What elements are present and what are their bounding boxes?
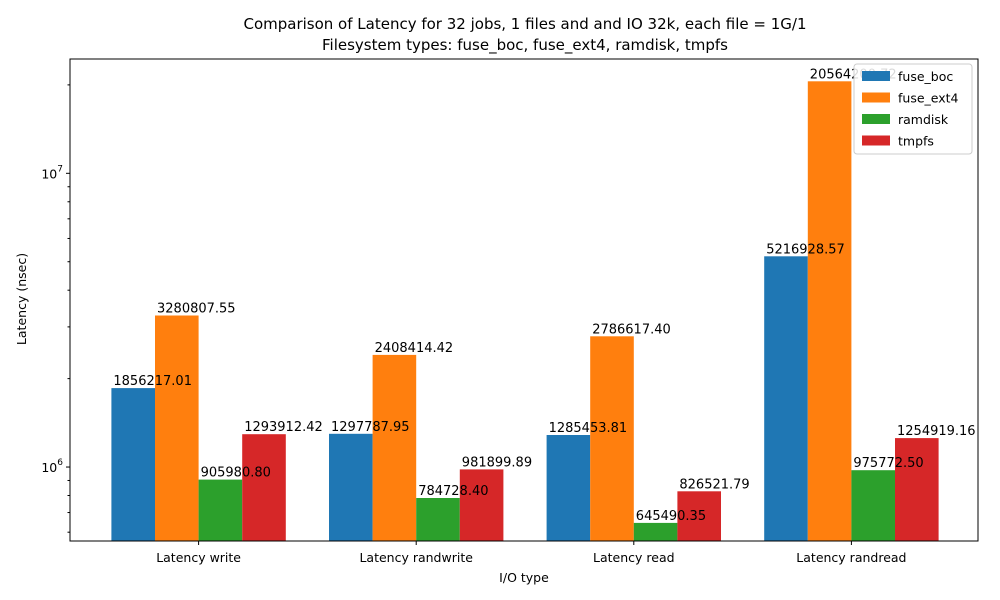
- bar-tmpfs-0: [242, 434, 286, 541]
- y-tick-base: 10: [41, 166, 57, 181]
- bars-layer: [111, 81, 939, 542]
- bar-tmpfs-3: [895, 438, 939, 541]
- bar-value-label: 5216928.57: [766, 242, 845, 257]
- bar-value-label: 784728.40: [418, 484, 488, 499]
- chart-title-line-1: Comparison of Latency for 32 jobs, 1 fil…: [243, 15, 806, 33]
- legend-label: tmpfs: [898, 134, 934, 149]
- bar-fuse-ext4-2: [590, 336, 634, 541]
- bar-value-label: 981899.89: [462, 455, 532, 470]
- legend-swatch-tmpfs: [862, 135, 890, 146]
- bar-value-label: 3280807.55: [157, 302, 236, 317]
- ticks-layer: Latency write Latency randwrite Latency re…: [41, 84, 906, 565]
- chart-title-line-2: Filesystem types: fuse_boc, fuse_ext4, r…: [322, 36, 728, 55]
- x-tick-label: Latency read: [593, 550, 675, 565]
- x-tick-label: Latency randwrite: [359, 550, 473, 565]
- legend-label: fuse_ext4: [898, 91, 959, 106]
- bar-tmpfs-1: [459, 469, 504, 541]
- legend-swatch-fuse-ext4: [862, 92, 890, 103]
- bar-labels-layer: 1856217.01 3280807.55 905980.80 1293912.42 1…: [113, 67, 975, 524]
- bar-fuse-ext4-1: [372, 354, 417, 541]
- bar-value-label: 826521.79: [679, 477, 749, 492]
- bar-fuse-boc-1: [329, 433, 373, 541]
- bar-fuse-boc-3: [764, 256, 808, 541]
- x-axis-label: I/O type: [499, 570, 549, 585]
- bar-value-label: 905980.80: [201, 466, 271, 481]
- legend-swatch-ramdisk: [862, 114, 890, 124]
- bar-value-label: 1297787.95: [331, 420, 410, 435]
- bar-fuse-ext4-3: [807, 81, 852, 542]
- bar-value-label: 1856217.01: [113, 374, 192, 389]
- bar-ramdisk-2: [633, 522, 678, 541]
- y-tick-base: 10: [41, 460, 57, 475]
- x-tick-label: Latency randread: [796, 550, 906, 565]
- bar-fuse-ext4-0: [155, 315, 199, 541]
- y-tick-label: 107: [41, 164, 63, 181]
- bar-value-label: 2408414.42: [375, 341, 454, 356]
- bar-fuse-boc-2: [546, 435, 591, 541]
- y-tick-exponent: 6: [57, 458, 63, 468]
- bar-value-label: 645490.35: [636, 509, 706, 524]
- x-tick-label: Latency write: [156, 550, 241, 565]
- y-tick-exponent: 7: [57, 164, 63, 174]
- y-tick-label: 106: [41, 458, 63, 475]
- y-axis-label: Latency (nsec): [14, 253, 29, 345]
- bar-value-label: 1285453.81: [549, 421, 628, 436]
- bar-value-label: 2786617.40: [592, 322, 671, 337]
- bar-value-label: 1254919.16: [897, 424, 976, 439]
- bar-ramdisk-1: [416, 498, 460, 541]
- bar-value-label: 975772.50: [853, 456, 923, 471]
- legend-swatch-fuse-boc: [862, 71, 890, 81]
- legend-box: [853, 63, 973, 155]
- plot-frame: [69, 58, 979, 542]
- bar-tmpfs-2: [677, 491, 721, 541]
- legend-label: fuse_boc: [898, 69, 953, 84]
- bar-ramdisk-3: [851, 470, 895, 541]
- bar-fuse-boc-0: [111, 388, 155, 541]
- bar-ramdisk-0: [198, 479, 243, 541]
- bar-value-label: 1293912.42: [244, 420, 323, 435]
- legend-label: ramdisk: [898, 112, 949, 127]
